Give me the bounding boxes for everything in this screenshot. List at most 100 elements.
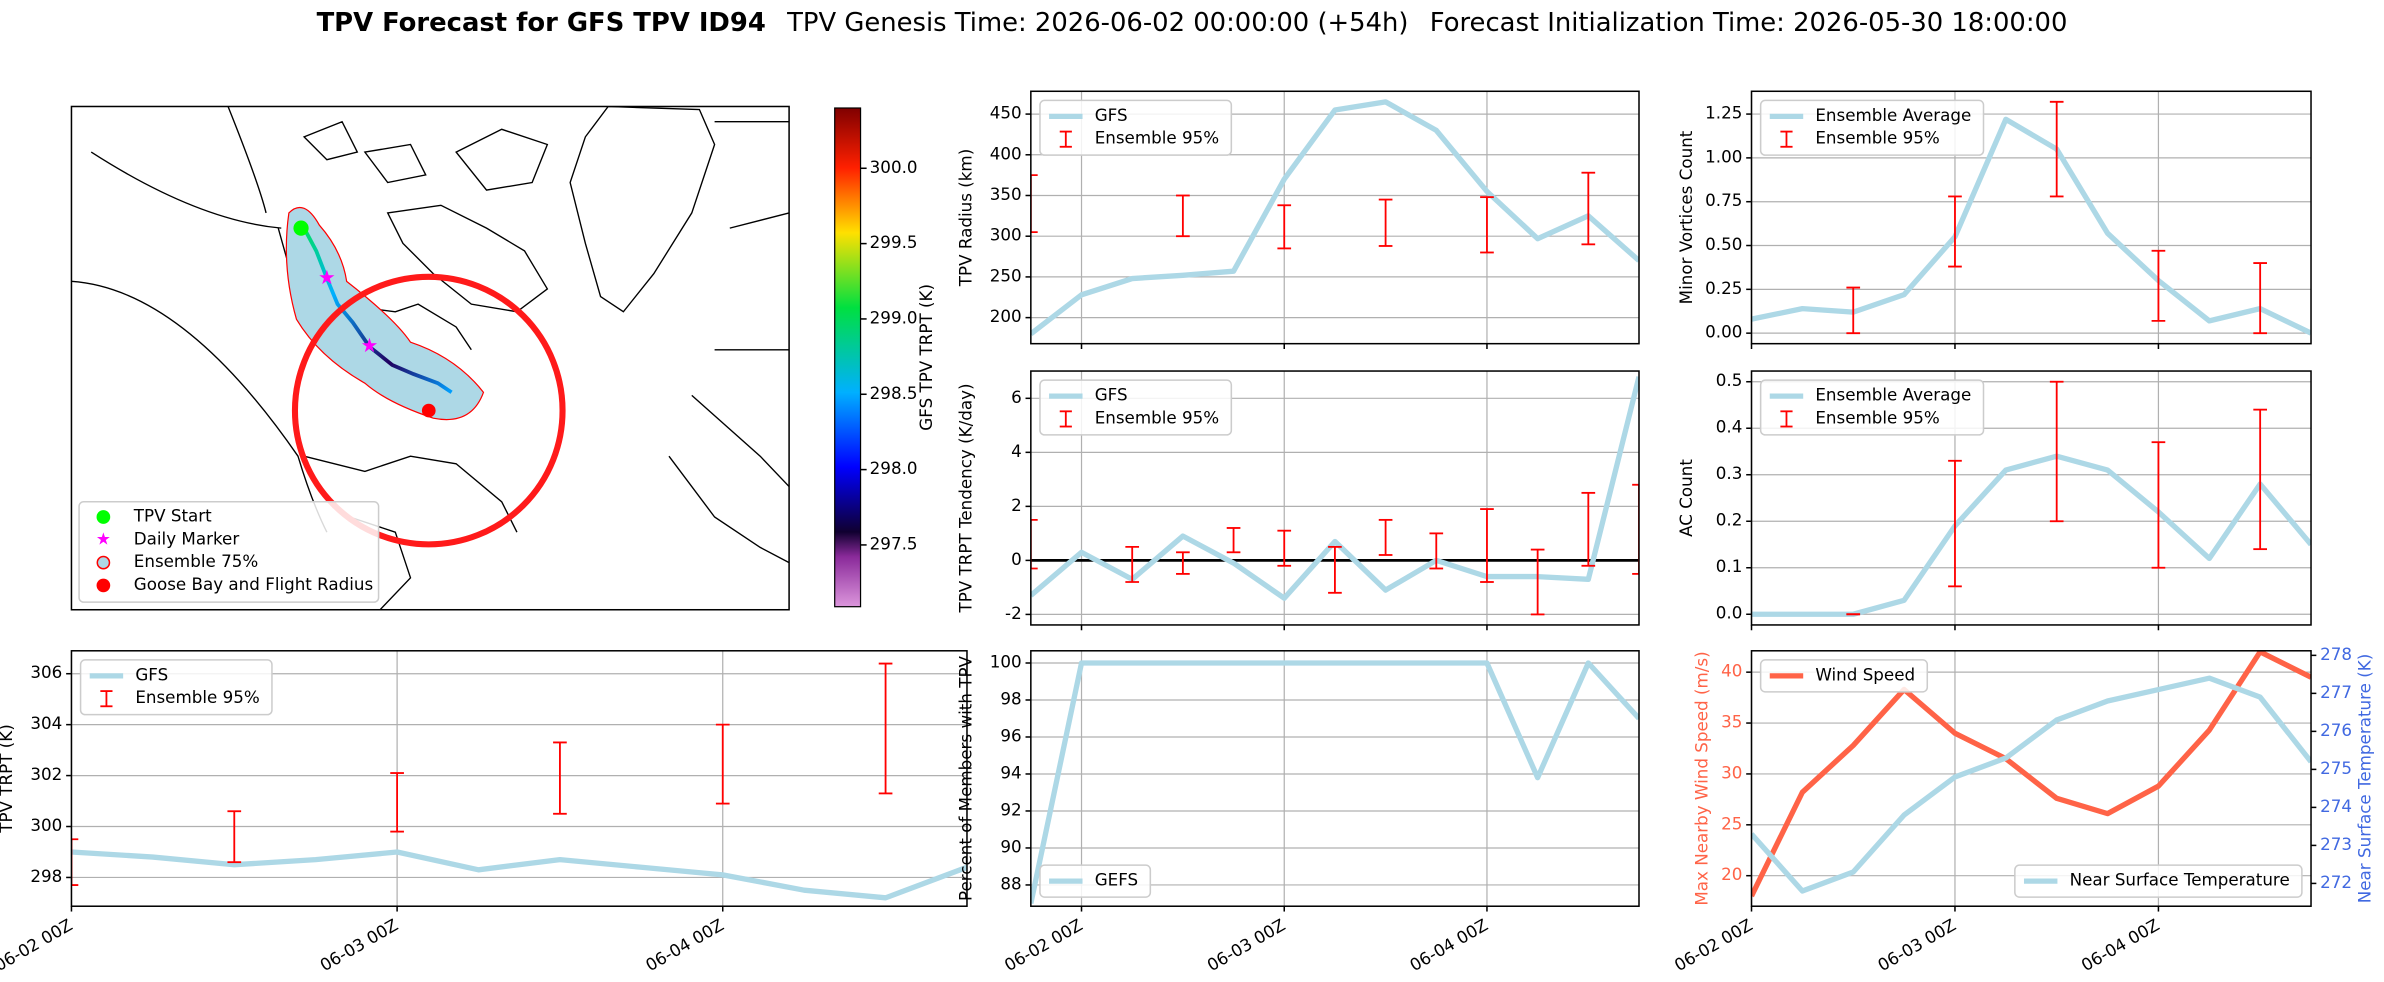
- y-tick-label: 1.00: [1705, 146, 1742, 166]
- y2-tick-label: 278: [2320, 644, 2352, 664]
- y2-tick-label: 275: [2320, 758, 2352, 778]
- y-axis-label: TPV TRPT (K): [0, 724, 16, 834]
- star: ★: [318, 266, 336, 289]
- error-bar: [1581, 491, 1596, 567]
- legend-box: [1039, 99, 1233, 156]
- y-tick-label: 2: [1011, 495, 1022, 515]
- svg-text:★: ★: [96, 528, 111, 548]
- y-tick-label: 1.25: [1705, 103, 1742, 123]
- legend-label: TPV Start: [133, 505, 212, 525]
- y-tick-label: 6: [1011, 387, 1022, 407]
- y-axis-label: Percent of Members with TPV: [955, 655, 975, 901]
- legend-label: Ensemble Average: [1815, 385, 1971, 405]
- legend-label: GFS: [1095, 105, 1128, 125]
- legend-label: Ensemble 95%: [1095, 407, 1219, 427]
- y-tick-label: -2: [1005, 603, 1022, 623]
- error-bar: [1125, 545, 1140, 583]
- legend: Near Surface Temperature: [2014, 864, 2303, 898]
- legend: GFS Ensemble 95%: [1039, 99, 1233, 156]
- legend-label: Ensemble 95%: [1815, 407, 1939, 427]
- error-bar: [71, 838, 79, 886]
- legend-label: Daily Marker: [134, 528, 240, 548]
- y-tick-label: 0.3: [1716, 463, 1743, 483]
- error-bar: [1176, 551, 1190, 575]
- series-group: [1030, 376, 1639, 616]
- y-tick-label: 298: [30, 866, 62, 886]
- legend-box: [2014, 864, 2303, 898]
- panel: -2 0 2 4 6 TPV TRPT Tendency (K/day) GFSEnsemb…: [955, 370, 1640, 631]
- x-tick-label: 06-03 00Z: [1874, 915, 1959, 976]
- legend-label: GFS: [1095, 385, 1128, 405]
- x-tick-label: 06-03 00Z: [316, 915, 401, 976]
- error-bar: [1030, 174, 1038, 234]
- error-bar: [1277, 204, 1292, 250]
- colorbar-tick-label: 298.0: [870, 458, 918, 478]
- y2-tick-label: 276: [2320, 720, 2352, 740]
- series-line: [1751, 116, 2312, 336]
- series-line: [1030, 660, 1639, 904]
- y-axis-label: Max Nearby Wind Speed (m/s): [1691, 651, 1711, 905]
- legend-label: Ensemble 95%: [1095, 128, 1219, 148]
- axes-frame: [1030, 370, 1640, 626]
- y-tick-label: 0.00: [1705, 322, 1742, 342]
- error-bar: [1480, 196, 1494, 254]
- legend: GEFS: [1039, 864, 1152, 898]
- panel: 0.0 0.1 0.2 0.3 0.4 0.5 AC Count Ensemble Avera…: [1676, 370, 2312, 631]
- panel: 0.00 0.25 0.50 0.75 1.00 1.25 Minor Vortices C…: [1676, 90, 2312, 349]
- axes-frame: [1030, 650, 1640, 907]
- axes-frame: [1030, 90, 1640, 345]
- map-geography: ★ ★: [71, 106, 790, 610]
- y-tick-label: 306: [30, 662, 62, 682]
- x-tick-label: 06-02 00Z: [1001, 915, 1086, 976]
- x-tick-label: 06-04 00Z: [1406, 915, 1491, 976]
- series-group: [1751, 380, 2312, 617]
- y-tick-label: 0.0: [1716, 603, 1743, 623]
- y-tick-label: 20: [1721, 864, 1742, 884]
- x-tick-label: 06-03 00Z: [1203, 915, 1288, 976]
- series-group: [71, 662, 967, 901]
- error-bar: [1632, 483, 1639, 575]
- series-group: [1751, 100, 2312, 336]
- y-tick-label: 300: [30, 815, 62, 835]
- y-tick-label: 302: [30, 764, 62, 784]
- y-tick-label: 88: [1000, 873, 1021, 893]
- legend-label: Goose Bay and Flight Radius: [134, 574, 373, 594]
- y-tick-label: 94: [1000, 762, 1021, 782]
- error-bar: [2049, 100, 2064, 198]
- y2-axis-label: Near Surface Temperature (K): [2354, 654, 2374, 903]
- y-tick-label: 400: [990, 143, 1022, 163]
- y-tick-label: 350: [990, 184, 1022, 204]
- error-bar: [2253, 262, 2267, 335]
- legend-box: [1759, 659, 1929, 693]
- x-tick-label: 06-04 00Z: [642, 915, 727, 976]
- error-bar: [2151, 249, 2166, 322]
- error-bar: [553, 741, 567, 815]
- y-tick-label: 40: [1721, 661, 1742, 681]
- title-genesis: TPV Genesis Time: 2026-06-02 00:00:00 (+…: [786, 7, 1408, 37]
- legend-box: [79, 659, 273, 716]
- y-tick-label: 0.25: [1705, 278, 1742, 298]
- y2-tick-label: 272: [2320, 872, 2352, 892]
- series-group: [1030, 99, 1639, 337]
- y-tick-label: 0.1: [1716, 556, 1743, 576]
- y-tick-label: 4: [1011, 441, 1022, 461]
- error-bar: [878, 662, 893, 795]
- series-line: [1751, 453, 2312, 617]
- error-bar: [1030, 518, 1038, 570]
- y-tick-label: 0.5: [1716, 370, 1743, 390]
- y2-tick-label: 277: [2320, 682, 2352, 702]
- panel: 88 90 92 94 96 98 100 06-02 00Z 06-03 00Z 06-04 0…: [955, 650, 1640, 976]
- error-bar: [2151, 441, 2166, 569]
- y-tick-label: 92: [1000, 799, 1021, 819]
- x-tick-label: 06-04 00Z: [2078, 915, 2163, 976]
- legend-box: [1039, 864, 1152, 898]
- star: ★: [361, 334, 379, 357]
- series-line: [1751, 675, 2312, 894]
- title-main: TPV Forecast for GFS TPV ID94: [317, 7, 766, 37]
- error-bar: [1429, 532, 1444, 570]
- y-tick-label: 35: [1721, 712, 1742, 732]
- panel: 200 250 300 350 400 450 TPV Radius (km) GFS Ense…: [955, 90, 1640, 349]
